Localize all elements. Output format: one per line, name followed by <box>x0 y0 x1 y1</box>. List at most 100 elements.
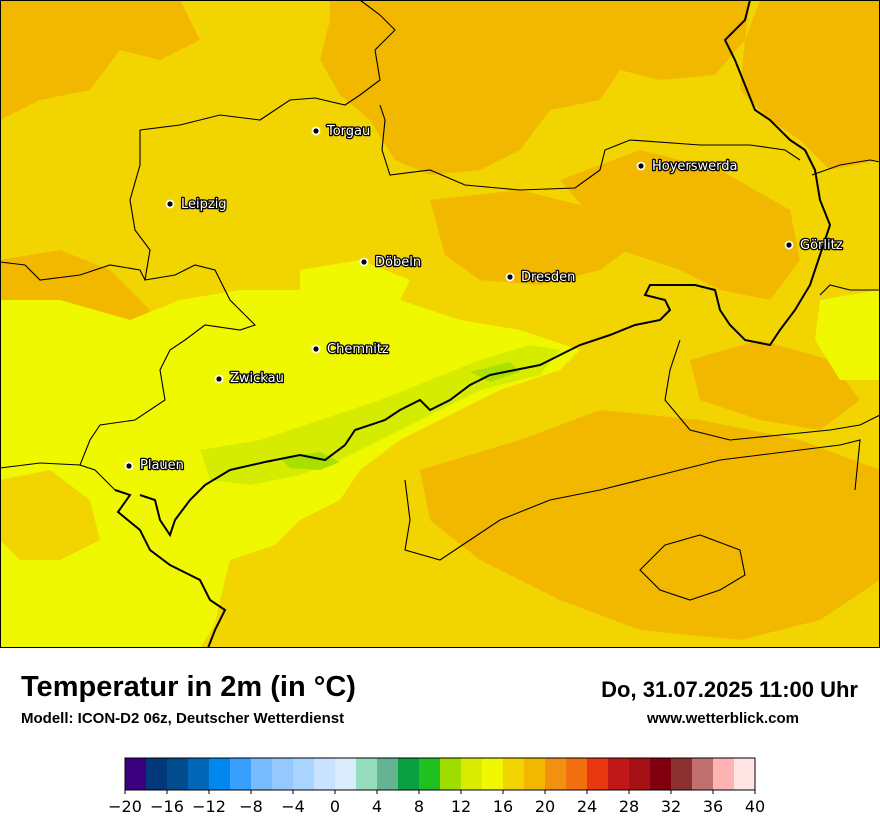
warm-zone-north <box>320 0 750 175</box>
city-label: Hoyerswerda <box>652 159 738 174</box>
cool-zone-sw-orange <box>0 470 100 560</box>
map-title: Temperatur in 2m (in °C) <box>21 671 356 703</box>
warm-zone-center <box>430 190 640 285</box>
legend-tick-label: −20 <box>108 797 142 816</box>
city-dot-icon <box>784 240 794 250</box>
legend-swatch <box>188 758 210 790</box>
legend-swatch <box>692 758 714 790</box>
state-border-west <box>79 130 257 491</box>
legend-tick-label: −16 <box>150 797 184 816</box>
city-hoyerswerda[interactable]: Hoyerswerda <box>636 158 739 175</box>
warm-zone-northeast <box>740 0 880 170</box>
legend-tick-label: 36 <box>703 797 723 816</box>
borders <box>0 0 880 648</box>
legend-swatch <box>629 758 651 790</box>
legend-swatch <box>608 758 630 790</box>
city-label: Görlitz <box>800 238 843 253</box>
city-label: Döbeln <box>375 255 421 270</box>
legend-swatch <box>230 758 252 790</box>
region-border-2 <box>664 339 880 441</box>
legend-swatch <box>419 758 441 790</box>
country-border-czech <box>114 149 832 648</box>
city-dot-icon <box>214 374 224 384</box>
legend-tick-label: 40 <box>745 797 765 816</box>
city-dot-icon <box>165 199 175 209</box>
city-chemnitz[interactable]: Chemnitz <box>311 341 390 358</box>
warm-zone-southeast <box>690 340 860 430</box>
state-border-nw <box>0 261 146 281</box>
city-dot-icon <box>505 272 515 282</box>
cool-zone-north-spot <box>300 260 410 300</box>
legend-tick-label: 4 <box>372 797 382 816</box>
city-dot-icon <box>311 344 321 354</box>
region-border-east <box>819 284 880 296</box>
model-info: Modell: ICON-D2 06z, Deutscher Wetterdie… <box>21 710 345 727</box>
legend-swatch <box>545 758 567 790</box>
city-label: Dresden <box>521 270 575 285</box>
cool-zone-east-spot <box>815 290 880 380</box>
state-border <box>139 0 801 191</box>
warm-zone-south-czech <box>420 410 880 640</box>
legend-swatch <box>440 758 462 790</box>
city-label: Torgau <box>326 124 370 139</box>
legend-swatch <box>398 758 420 790</box>
state-border-bavaria <box>0 462 81 469</box>
legend-swatch <box>482 758 504 790</box>
legend-tick-label: 32 <box>661 797 681 816</box>
city-dot-icon <box>311 126 321 136</box>
legend-swatch <box>146 758 168 790</box>
temperature-map: Torgau Leipzig Hoyerswerda Görlitz Döbel… <box>0 0 880 648</box>
city-dot-icon <box>359 257 369 267</box>
country-border-poland <box>723 0 806 151</box>
legend-swatch <box>125 758 147 790</box>
warm-zone-northwest <box>0 0 200 120</box>
legend-frame <box>124 757 756 791</box>
region-border-3 <box>639 534 746 601</box>
legend-swatch <box>461 758 483 790</box>
legend-swatch <box>209 758 231 790</box>
city-dot-icon <box>636 161 646 171</box>
legend-swatch <box>671 758 693 790</box>
city-label: Plauen <box>140 458 184 473</box>
map-svg: Torgau Leipzig Hoyerswerda Görlitz Döbel… <box>0 0 880 648</box>
legend-swatch <box>377 758 399 790</box>
city-dot-icon <box>124 461 134 471</box>
color-scale-legend: −20 −16 −12 −8 −4 0 4 8 12 16 20 24 28 32 36 40 <box>0 750 880 830</box>
region-border-east2 <box>811 159 880 176</box>
ridge-zone <box>200 345 560 485</box>
legend-tick-label: 24 <box>577 797 597 816</box>
cool-zone-south-orange <box>210 520 410 648</box>
legend-swatch <box>524 758 546 790</box>
legend-swatch <box>650 758 672 790</box>
legend-swatch <box>272 758 294 790</box>
city-leipzig[interactable]: Leipzig <box>165 196 228 213</box>
legend-tick-label: 12 <box>451 797 471 816</box>
city-dresden[interactable]: Dresden <box>505 269 577 286</box>
legend-tick-label: 8 <box>414 797 424 816</box>
city-doebeln[interactable]: Döbeln <box>359 254 422 271</box>
legend-swatch <box>356 758 378 790</box>
legend-swatch <box>587 758 609 790</box>
cities: Torgau Leipzig Hoyerswerda Görlitz Döbel… <box>124 123 844 474</box>
legend-tick-label: 20 <box>535 797 555 816</box>
warm-zone-east <box>560 150 800 300</box>
city-label: Zwickau <box>230 371 284 386</box>
legend-swatch <box>734 758 756 790</box>
legend-tick-label: 28 <box>619 797 639 816</box>
legend-swatch <box>566 758 588 790</box>
city-label: Chemnitz <box>327 342 389 357</box>
website-link[interactable]: www.wetterblick.com <box>647 710 799 727</box>
legend-tick-label: −12 <box>192 797 226 816</box>
legend-swatch <box>335 758 357 790</box>
city-goerlitz[interactable]: Görlitz <box>784 237 844 254</box>
region-border-1 <box>404 439 861 561</box>
legend-swatch <box>167 758 189 790</box>
city-plauen[interactable]: Plauen <box>124 457 185 474</box>
legend-swatch <box>314 758 336 790</box>
legend-tick-label: −8 <box>239 797 263 816</box>
city-zwickau[interactable]: Zwickau <box>214 370 285 387</box>
city-torgau[interactable]: Torgau <box>311 123 372 140</box>
legend-swatch <box>503 758 525 790</box>
legend-tick-label: −4 <box>281 797 305 816</box>
legend-swatch <box>713 758 735 790</box>
